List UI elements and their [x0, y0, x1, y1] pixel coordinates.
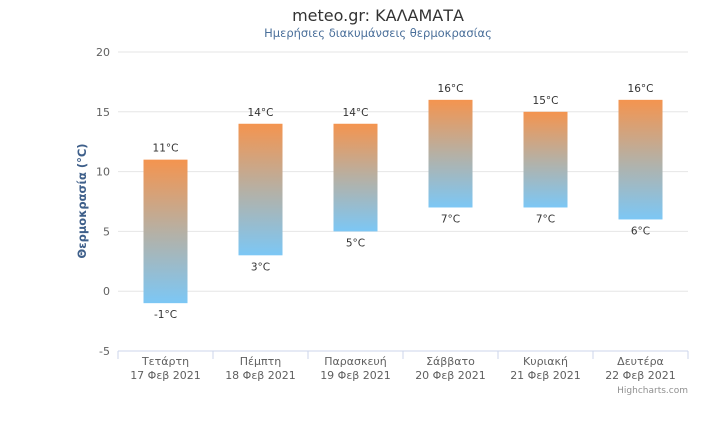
y-tick-label: 20	[96, 46, 110, 59]
temperature-range-bar[interactable]	[143, 159, 188, 304]
temperature-range-bar[interactable]	[618, 99, 663, 220]
low-temp-label: 7°C	[536, 213, 555, 225]
x-tick-label: Κυριακή 21 Φεβ 2021	[510, 355, 581, 382]
temperature-range-bar[interactable]	[333, 123, 378, 232]
chart-title: meteo.gr: ΚΑΛΑΜΑΤΑ	[292, 6, 464, 25]
x-tick-label: Σάββατο 20 Φεβ 2021	[415, 355, 486, 382]
high-temp-label: 16°C	[628, 83, 654, 95]
high-temp-label: 15°C	[533, 95, 559, 107]
x-tick-label: Πέμπτη 18 Φεβ 2021	[225, 355, 296, 382]
high-temp-label: 14°C	[248, 107, 274, 119]
x-tick-label: Δευτέρα 22 Φεβ 2021	[605, 355, 676, 382]
y-tick-label: 5	[103, 225, 110, 238]
low-temp-label: -1°C	[154, 309, 177, 321]
x-axis: Τετάρτη 17 Φεβ 2021 Πέμπτη 18 Φεβ 2021 Παρασ…	[117, 350, 689, 382]
low-temp-label: 6°C	[631, 225, 650, 237]
low-temp-label: 7°C	[441, 213, 460, 225]
y-tick-label: -5	[99, 345, 110, 358]
y-tick-label: 10	[96, 166, 110, 179]
chart-subtitle: Ημερήσιες διακυμάνσεις θερμοκρασίας	[264, 26, 492, 40]
x-tick-label: Τετάρτη 17 Φεβ 2021	[130, 355, 201, 382]
grid	[118, 51, 688, 352]
credits-link[interactable]: Highcharts.com	[617, 386, 688, 396]
temperature-range-bar[interactable]	[523, 111, 568, 208]
data-labels: 11°C -1°C 14°C 3°C 14°C 5°C 16°C 7°C 15°C 7°C 16°C…	[153, 83, 654, 321]
y-tick-label: 15	[96, 106, 110, 119]
high-temp-label: 14°C	[343, 107, 369, 119]
bars	[143, 99, 663, 304]
x-tick-label: Παρασκευή 19 Φεβ 2021	[320, 355, 391, 382]
high-temp-label: 16°C	[438, 83, 464, 95]
temperature-range-bar[interactable]	[238, 123, 283, 256]
y-axis-label: Θερμοκρασία (°C)	[75, 143, 89, 258]
temperature-range-bar[interactable]	[428, 99, 473, 208]
high-temp-label: 11°C	[153, 143, 179, 155]
low-temp-label: 3°C	[251, 261, 270, 273]
y-axis-ticks: -5 0 5 10 15 20	[96, 46, 110, 358]
y-tick-label: 0	[103, 285, 110, 298]
low-temp-label: 5°C	[346, 237, 365, 249]
